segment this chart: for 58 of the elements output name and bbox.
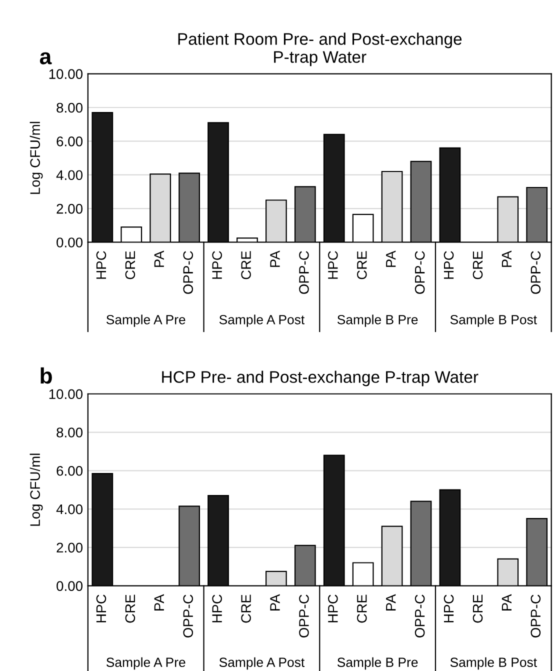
x-tick-label: PA	[502, 594, 512, 610]
x-tick-label: PA	[270, 594, 280, 610]
x-tick-label: CRE	[472, 251, 483, 280]
text: Sample B Pre	[337, 314, 418, 327]
chart-title: HCP Pre- and Post-exchange P-trap Water	[162, 370, 478, 386]
y-tick-label: 2.00	[56, 204, 83, 214]
x-tick-label: HPC	[444, 251, 454, 279]
y-tick-label: 10.00	[49, 389, 83, 400]
x-tick-label: OPP-C	[183, 251, 194, 294]
x-tick-label: CRE	[241, 251, 251, 280]
x-tick-label: CRE	[125, 251, 136, 280]
x-tick-label: OPP-C	[183, 594, 194, 638]
chart-title: Patient Room Pre- and Post-exchange P-trap Water	[178, 32, 462, 66]
y-tick-label: 8.00	[56, 428, 83, 438]
y-tick-label: 2.00	[56, 542, 83, 553]
x-tick-label: HPC	[96, 251, 106, 279]
y-tick-label: 10.00	[49, 69, 83, 79]
x-tick-label: PA	[270, 250, 280, 267]
text: Sample A Post	[219, 314, 305, 327]
y-tick-label: 8.00	[56, 102, 83, 113]
text: Sample A Pre	[106, 314, 186, 327]
x-tick-label: CRE	[356, 594, 367, 623]
text: b	[40, 367, 52, 384]
x-tick-label: HPC	[444, 594, 454, 622]
text: a	[40, 52, 52, 64]
x-tick-label: OPP-C	[414, 594, 425, 638]
x-tick-label: CRE	[356, 251, 367, 280]
y-axis-title: Log CFU/ml	[30, 122, 43, 194]
x-tick-label: PA	[154, 594, 164, 610]
x-tick-label: OPP-C	[530, 251, 541, 294]
x-tick-label: OPP-C	[299, 594, 309, 638]
x-tick-label: OPP-C	[414, 251, 425, 294]
x-tick-label: OPP-C	[530, 594, 541, 638]
x-tick-label: PA	[386, 594, 396, 610]
text: Sample A Pre	[106, 657, 186, 670]
x-tick-label: CRE	[472, 594, 483, 623]
text: Sample B Post	[450, 314, 537, 327]
x-tick-label: PA	[502, 250, 512, 267]
y-tick-label: 6.00	[56, 136, 83, 146]
y-tick-label: 4.00	[56, 504, 83, 514]
y-tick-label: 4.00	[56, 170, 83, 180]
text: Sample A Post	[219, 657, 305, 670]
x-tick-label: HPC	[96, 594, 106, 622]
text: Sample B Post	[450, 657, 537, 670]
y-tick-label: 6.00	[56, 466, 83, 476]
x-tick-label: PA	[386, 250, 396, 267]
x-tick-label: CRE	[241, 594, 251, 623]
x-tick-label: OPP-C	[299, 251, 309, 294]
y-tick-label: 0.00	[56, 581, 83, 591]
x-tick-label: HPC	[328, 251, 338, 279]
text: Sample B Pre	[337, 657, 418, 670]
y-axis-title: Log CFU/ml	[30, 454, 43, 526]
x-tick-label: CRE	[125, 594, 136, 623]
x-tick-label: PA	[154, 250, 164, 267]
x-tick-label: HPC	[212, 594, 222, 622]
x-tick-label: HPC	[328, 594, 338, 622]
x-tick-label: HPC	[212, 251, 222, 279]
y-tick-label: 0.00	[56, 238, 83, 248]
